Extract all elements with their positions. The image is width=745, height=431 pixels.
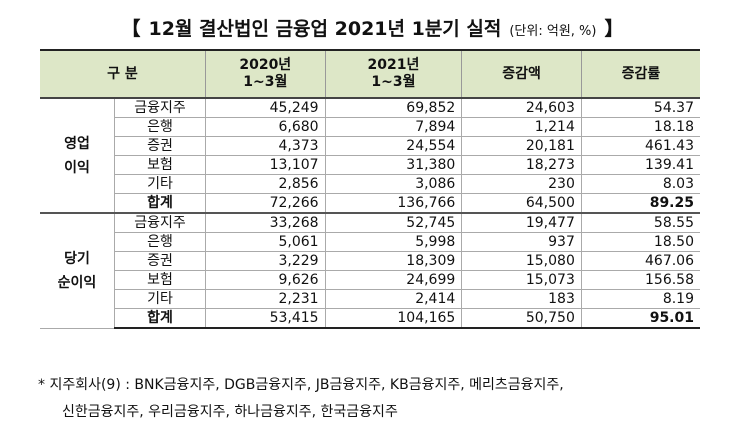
bracket: 【 [121, 18, 141, 40]
footnote-line: 신한금융지주, 우리금융지주, 하나금융지주, 한국금융지주 [38, 399, 564, 426]
value-cell: 139.41 [580, 155, 700, 175]
category-cell: 증권 [114, 136, 206, 156]
table-row: 보험 9,626 24,699 15,073 156.58 [40, 270, 700, 290]
footnote-line: * 지주회사(9) : BNK금융지주, DGB금융지주, JB금융지주, KB… [38, 372, 564, 399]
footnote-text: 신한금융지주, 우리금융지주, 하나금융지주, 한국금융지주 [62, 404, 398, 420]
value-cell: 5,061 [205, 232, 326, 252]
value-cell: 18,273 [461, 155, 582, 175]
value-cell: 8.03 [580, 174, 700, 194]
value-cell: 15,080 [461, 251, 582, 271]
category-cell: 기타 [114, 174, 206, 194]
header-cell: 2021년 1~3월 [324, 49, 462, 99]
value-cell: 8.19 [580, 289, 700, 309]
value-cell: 50,750 [461, 308, 582, 329]
category-cell: 금융지주 [114, 97, 206, 118]
value-cell: 6,680 [205, 117, 326, 137]
value-cell: 20,181 [461, 136, 582, 156]
value-cell: 183 [461, 289, 582, 309]
value-cell: 18.50 [580, 232, 700, 252]
title: 【 12월 결산법인 금융업 2021년 1분기 실적 (단위: 억원, %) 】 [0, 14, 745, 41]
results-table: 구 분 2020년 1~3월 2021년 1~3월 증감액 증감률 영업 이익 금융지주 45… [40, 49, 700, 329]
value-cell: 13,107 [205, 155, 326, 175]
value-cell: 461.43 [580, 136, 700, 156]
table-row: 영업 이익 금융지주 45,249 69,852 24,603 54.37 [40, 97, 700, 214]
table-row: 기타 2,231 2,414 183 8.19 [40, 289, 700, 309]
value-cell: 467.06 [580, 251, 700, 271]
table-row: 보험 13,107 31,380 18,273 139.41 [40, 155, 700, 175]
title-text: 12월 결산법인 금융업 2021년 1분기 실적 [148, 18, 502, 40]
value-cell: 156.58 [580, 270, 700, 290]
category-cell: 증권 [114, 251, 206, 271]
value-cell: 19,477 [461, 212, 582, 233]
table-row: 은행 6,680 7,894 1,214 18.18 [40, 117, 700, 137]
value-cell: 72,266 [205, 193, 326, 214]
header-cell: 증감액 [461, 49, 582, 99]
value-cell: 9,626 [205, 270, 326, 290]
value-cell: 5,998 [324, 232, 463, 252]
table-row: 기타 2,856 3,086 230 8.03 [40, 174, 700, 194]
value-cell: 2,231 [205, 289, 326, 309]
header-cell: 구 분 [40, 49, 206, 99]
category-cell: 금융지주 [114, 212, 206, 233]
value-cell: 3,086 [324, 174, 463, 194]
group-label: 영업 이익 [40, 97, 115, 214]
value-cell: 3,229 [205, 251, 326, 271]
table-row: 증권 4,373 24,554 20,181 461.43 [40, 136, 700, 156]
header-cell: 증감률 [580, 49, 700, 99]
value-cell: 95.01 [580, 308, 700, 329]
value-cell: 18,309 [324, 251, 463, 271]
value-cell: 89.25 [580, 193, 700, 214]
unit: (단위: 억원, %) [509, 24, 597, 39]
table-row: 합계 72,266 136,766 64,500 89.25 [40, 193, 700, 214]
value-cell: 7,894 [324, 117, 463, 137]
value-cell: 45,249 [205, 97, 326, 118]
table-body: 영업 이익 금융지주 45,249 69,852 24,603 54.37 은행 6,680 7… [40, 97, 700, 329]
value-cell: 937 [461, 232, 582, 252]
category-cell: 은행 [114, 117, 206, 137]
category-cell: 합계 [114, 308, 206, 329]
footnote-text: 지주회사(9) : BNK금융지주, DGB금융지주, JB금융지주, KB금융… [49, 377, 564, 393]
bracket: 】 [604, 18, 624, 40]
table-row: 증권 3,229 18,309 15,080 467.06 [40, 251, 700, 271]
value-cell: 2,414 [324, 289, 463, 309]
category-cell: 합계 [114, 193, 206, 214]
header-cell: 2020년 1~3월 [205, 49, 326, 99]
category-cell: 은행 [114, 232, 206, 252]
category-cell: 보험 [114, 270, 206, 290]
value-cell: 2,856 [205, 174, 326, 194]
value-cell: 52,745 [324, 212, 463, 233]
footnote: * 지주회사(9) : BNK금융지주, DGB금융지주, JB금융지주, KB… [38, 372, 564, 426]
value-cell: 64,500 [461, 193, 582, 214]
category-cell: 기타 [114, 289, 206, 309]
table-row: 당기 순이익 금융지주 33,268 52,745 19,477 58.55 [40, 212, 700, 329]
table-row: 합계 53,415 104,165 50,750 95.01 [40, 308, 700, 329]
value-cell: 24,603 [461, 97, 582, 118]
table-row: 은행 5,061 5,998 937 18.50 [40, 232, 700, 252]
value-cell: 69,852 [324, 97, 463, 118]
value-cell: 58.55 [580, 212, 700, 233]
value-cell: 136,766 [324, 193, 463, 214]
value-cell: 104,165 [324, 308, 463, 329]
category-cell: 보험 [114, 155, 206, 175]
value-cell: 24,699 [324, 270, 463, 290]
value-cell: 54.37 [580, 97, 700, 118]
value-cell: 24,554 [324, 136, 463, 156]
value-cell: 31,380 [324, 155, 463, 175]
value-cell: 1,214 [461, 117, 582, 137]
value-cell: 4,373 [205, 136, 326, 156]
value-cell: 33,268 [205, 212, 326, 233]
header-row: 구 분 2020년 1~3월 2021년 1~3월 증감액 증감률 [40, 49, 700, 99]
value-cell: 230 [461, 174, 582, 194]
group-label: 당기 순이익 [40, 212, 115, 329]
value-cell: 18.18 [580, 117, 700, 137]
footnote-mark: * [38, 377, 45, 393]
value-cell: 53,415 [205, 308, 326, 329]
value-cell: 15,073 [461, 270, 582, 290]
